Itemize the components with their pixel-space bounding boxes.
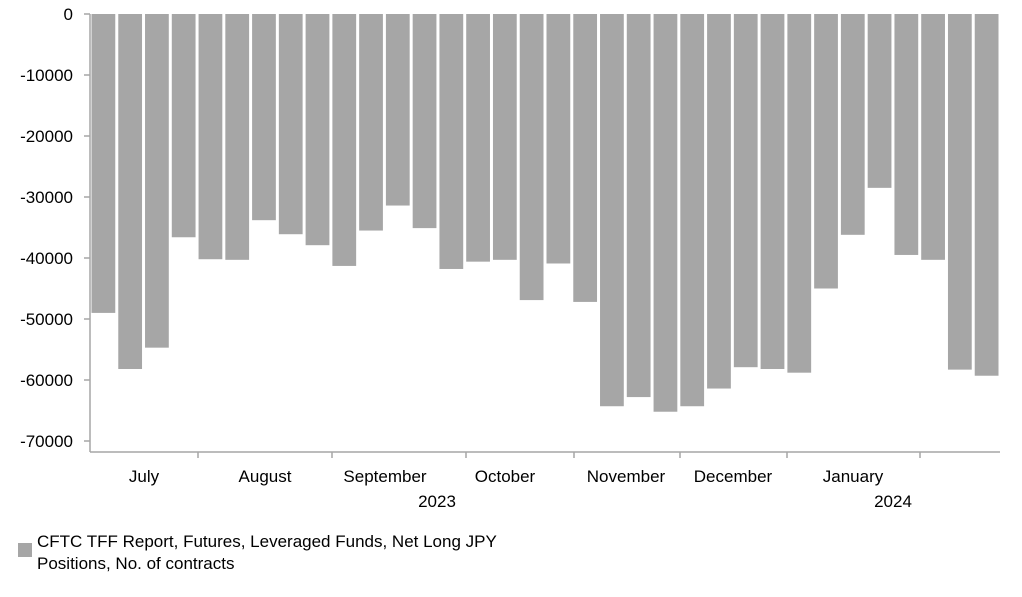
bar bbox=[252, 14, 276, 221]
bar bbox=[573, 14, 598, 302]
bar bbox=[921, 14, 945, 260]
bar bbox=[466, 14, 490, 262]
y-tick-label: -30000 bbox=[20, 188, 73, 207]
bar bbox=[680, 14, 705, 407]
y-tick-label: -70000 bbox=[20, 432, 73, 451]
bar bbox=[385, 14, 410, 206]
bar bbox=[332, 14, 357, 266]
bar bbox=[412, 14, 437, 229]
bar bbox=[145, 14, 169, 348]
y-tick-label: -40000 bbox=[20, 249, 73, 268]
bar bbox=[198, 14, 223, 260]
bar bbox=[118, 14, 143, 370]
bar bbox=[707, 14, 731, 389]
x-month-label: December bbox=[694, 467, 773, 486]
y-tick-label: -60000 bbox=[20, 371, 73, 390]
bar bbox=[787, 14, 812, 373]
bar bbox=[894, 14, 919, 255]
bar-chart: 0 -10000 -20000 -30000 -40000 -50000 -60000 -70… bbox=[20, 5, 1000, 511]
bar bbox=[519, 14, 544, 301]
bar bbox=[359, 14, 383, 231]
bar bbox=[225, 14, 250, 260]
bar bbox=[305, 14, 330, 246]
y-tick-label: -10000 bbox=[20, 66, 73, 85]
bar bbox=[760, 14, 785, 370]
y-axis-ticks: 0 -10000 -20000 -30000 -40000 -50000 -60000 -70… bbox=[20, 5, 90, 451]
y-tick-label: 0 bbox=[64, 5, 73, 24]
x-year-label: 2023 bbox=[418, 492, 456, 511]
bar bbox=[546, 14, 571, 264]
bars bbox=[91, 14, 999, 412]
x-month-label: September bbox=[343, 467, 426, 486]
bar bbox=[171, 14, 196, 238]
bar bbox=[947, 14, 972, 370]
y-tick-label: -20000 bbox=[20, 127, 73, 146]
x-axis-labels: July August September October November Decemb… bbox=[129, 452, 921, 511]
bar bbox=[653, 14, 678, 412]
bar bbox=[974, 14, 999, 376]
x-month-label: November bbox=[587, 467, 666, 486]
bar bbox=[278, 14, 303, 235]
x-month-label: January bbox=[823, 467, 884, 486]
bar bbox=[492, 14, 517, 260]
bar bbox=[867, 14, 892, 188]
legend-label: CFTC TFF Report, Futures, Leveraged Fund… bbox=[37, 532, 497, 573]
y-tick-label: -50000 bbox=[20, 310, 73, 329]
axes bbox=[89, 14, 1000, 453]
bar bbox=[733, 14, 758, 368]
x-year-label: 2024 bbox=[874, 492, 912, 511]
bar bbox=[91, 14, 116, 313]
x-month-label: October bbox=[475, 467, 536, 486]
bar bbox=[840, 14, 865, 235]
x-month-label: July bbox=[129, 467, 160, 486]
bar bbox=[814, 14, 838, 289]
legend: CFTC TFF Report, Futures, Leveraged Fund… bbox=[18, 531, 557, 575]
bar bbox=[626, 14, 651, 398]
x-month-label: August bbox=[239, 467, 292, 486]
bar bbox=[600, 14, 624, 407]
legend-swatch bbox=[18, 543, 32, 557]
bar bbox=[439, 14, 464, 269]
